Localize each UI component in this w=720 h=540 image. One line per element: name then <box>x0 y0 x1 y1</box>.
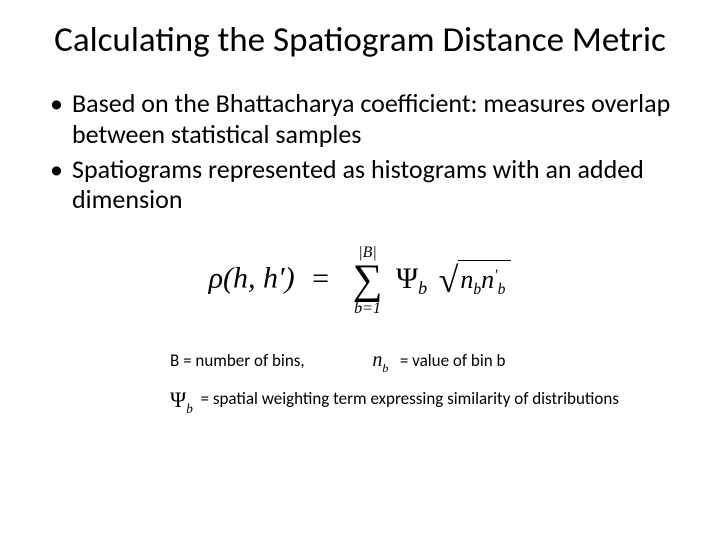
sigma-symbol: ∑ <box>353 263 383 299</box>
bullet-list: Based on the Bhattacharya coefficient: m… <box>40 88 680 215</box>
nb-symbol: nb <box>372 345 388 377</box>
sqrt-term: √nbn′b <box>439 259 512 301</box>
psi-subscript: b <box>418 278 427 298</box>
psi-symbol: Ψ <box>396 262 418 295</box>
n1: n <box>460 265 473 294</box>
sum-lower: b=1 <box>353 301 383 317</box>
slide: Calculating the Spatiogram Distance Metr… <box>0 0 720 540</box>
slide-title: Calculating the Spatiogram Distance Metr… <box>40 20 680 60</box>
legend-row-1: B = number of bins, nb = value of bin b <box>170 345 680 377</box>
equals-sign: = <box>312 262 329 295</box>
n1-sub: b <box>473 281 481 298</box>
legend-row-2: Ψb = spatial weighting term expressing s… <box>170 383 680 419</box>
formula-block: ρ(h, h′) = |B| ∑ b=1 Ψb √nbn′b <box>40 245 680 317</box>
psi-legend-symbol: Ψb <box>170 383 193 419</box>
n2: n <box>481 265 494 294</box>
psi-term: Ψb <box>396 262 427 295</box>
n2-sub: b <box>498 281 506 298</box>
legend-psi-text: = spatial weighting term expressing simi… <box>201 388 619 409</box>
lhs-args: (h, h′) <box>223 262 295 295</box>
legend-nb-text: = value of bin b <box>400 350 506 371</box>
sqrt-sign: √ <box>439 260 459 300</box>
radicand: nbn′b <box>458 260 511 299</box>
formula: ρ(h, h′) = |B| ∑ b=1 Ψb √nbn′b <box>209 245 512 317</box>
bullet-item: Spatiograms represented as histograms wi… <box>50 154 680 215</box>
formula-lhs: ρ(h, h′) <box>209 262 295 295</box>
summation: |B| ∑ b=1 <box>353 245 383 317</box>
rho-symbol: ρ <box>209 262 223 295</box>
legend-b-label: B = number of bins, <box>170 350 305 371</box>
bullet-item: Based on the Bhattacharya coefficient: m… <box>50 88 680 149</box>
legend: B = number of bins, nb = value of bin b … <box>40 345 680 419</box>
